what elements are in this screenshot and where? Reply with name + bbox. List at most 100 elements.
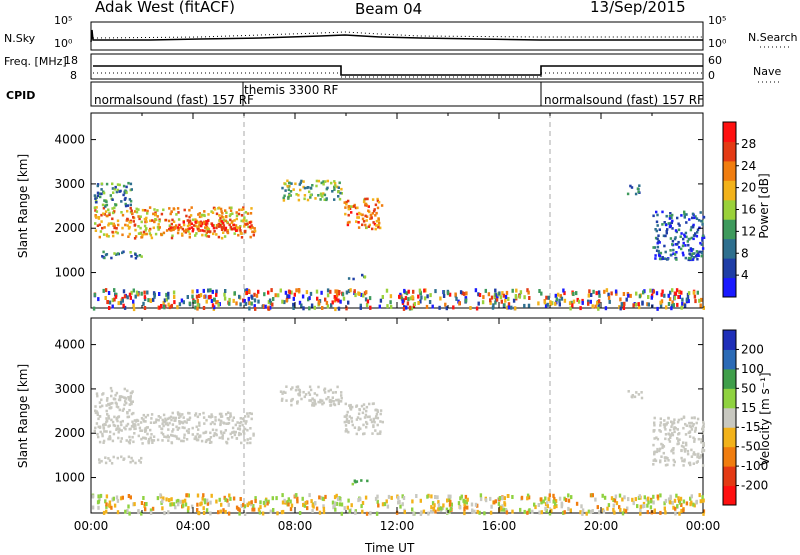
power-data-cell — [269, 301, 273, 305]
vel-data-cell — [115, 405, 119, 408]
vel-data-cell — [666, 421, 669, 424]
power-data-cell — [203, 294, 206, 299]
vel-data-cell — [376, 409, 379, 412]
power-data-cell — [188, 215, 191, 219]
power-data-cell — [230, 206, 233, 210]
power-data-cell — [95, 200, 98, 204]
power-data-cell — [105, 234, 109, 238]
power-data-cell — [688, 237, 691, 241]
vel-data-cell — [692, 436, 695, 440]
power-data-cell — [169, 226, 172, 230]
vel-data-cell — [432, 509, 435, 514]
power-data-cell — [188, 208, 191, 212]
vel-data-cell — [526, 510, 529, 515]
vel-data-cell — [139, 461, 142, 464]
vel-data-cell — [612, 503, 615, 508]
vel-data-cell — [291, 386, 294, 389]
vel-colorbar-segment — [723, 407, 736, 428]
vel-data-cell — [661, 446, 664, 450]
power-data-cell — [135, 210, 139, 214]
vel-data-cell — [168, 421, 171, 425]
vel-data-cell — [244, 422, 247, 425]
power-data-cell — [200, 222, 203, 226]
power-data-cell — [168, 305, 172, 310]
vel-data-cell — [120, 423, 123, 427]
vel-data-cell — [659, 421, 662, 424]
vel-data-cell — [322, 510, 326, 515]
vel-data-cell — [350, 503, 353, 508]
power-data-cell — [407, 297, 410, 302]
vel-data-cell — [108, 500, 112, 505]
power-data-cell — [243, 299, 246, 303]
power-data-cell — [681, 297, 684, 302]
power-data-cell — [686, 240, 689, 243]
power-data-cell — [106, 300, 109, 305]
vel-data-cell — [205, 418, 208, 422]
power-data-cell — [527, 303, 531, 308]
vel-data-cell — [104, 461, 108, 465]
vel-data-cell — [618, 505, 621, 510]
vel-data-cell — [702, 444, 705, 447]
power-data-cell — [674, 229, 678, 232]
power-data-cell — [160, 304, 163, 308]
vel-data-cell — [127, 398, 131, 401]
power-colorbar-segment — [723, 277, 736, 298]
vel-data-cell — [152, 439, 156, 442]
power-data-cell — [317, 300, 320, 304]
power-data-cell — [95, 210, 99, 213]
power-data-cell — [423, 296, 427, 301]
vel-data-cell — [667, 459, 670, 462]
vel-data-cell — [356, 416, 360, 419]
vel-data-cell — [366, 479, 369, 483]
power-data-cell — [554, 293, 557, 298]
vel-data-cell — [689, 425, 693, 429]
vel-data-cell — [115, 495, 119, 500]
vel-data-cell — [359, 427, 362, 431]
vel-data-cell — [101, 393, 104, 396]
vel-data-cell — [680, 503, 683, 507]
vel-data-cell — [548, 511, 552, 516]
vel-data-cell — [682, 441, 685, 444]
vel-data-cell — [112, 455, 115, 459]
vel-data-cell — [167, 428, 170, 431]
power-data-cell — [232, 298, 235, 303]
power-data-cell — [523, 295, 526, 300]
vel-data-cell — [489, 510, 493, 515]
vel-data-cell — [325, 397, 328, 401]
vel-data-cell — [603, 495, 607, 500]
vel-data-cell — [110, 505, 113, 510]
power-data-cell — [198, 212, 201, 215]
power-data-cell — [248, 225, 252, 229]
vel-data-cell — [398, 500, 401, 504]
vel-data-cell — [217, 418, 221, 422]
power-data-cell — [221, 212, 224, 215]
power-data-cell — [649, 288, 652, 293]
vel-data-cell — [639, 508, 642, 513]
vel-data-cell — [161, 439, 164, 442]
vel-data-cell — [132, 440, 135, 444]
power-data-cell — [659, 300, 662, 305]
power-data-cell — [172, 207, 175, 210]
vel-data-cell — [623, 495, 626, 500]
vel-data-cell — [449, 499, 452, 504]
vel-data-cell — [109, 436, 112, 440]
power-data-cell — [689, 247, 693, 251]
vel-data-cell — [222, 508, 225, 513]
vel-data-cell — [99, 493, 103, 498]
vel-data-cell — [694, 453, 697, 456]
power-data-cell — [130, 255, 133, 258]
vel-data-cell — [211, 421, 214, 424]
vel-data-cell — [652, 463, 655, 466]
power-data-cell — [560, 296, 564, 301]
power-data-cell — [371, 212, 374, 215]
vel-data-cell — [96, 394, 99, 398]
vel-data-cell — [181, 421, 185, 425]
vel-data-cell — [161, 432, 165, 436]
vel-data-cell — [685, 424, 688, 427]
vel-data-cell — [372, 425, 375, 429]
power-data-cell — [109, 194, 112, 197]
power-data-cell — [229, 209, 233, 212]
power-data-cell — [682, 253, 685, 257]
power-data-cell — [202, 306, 206, 310]
vel-data-cell — [631, 497, 634, 502]
